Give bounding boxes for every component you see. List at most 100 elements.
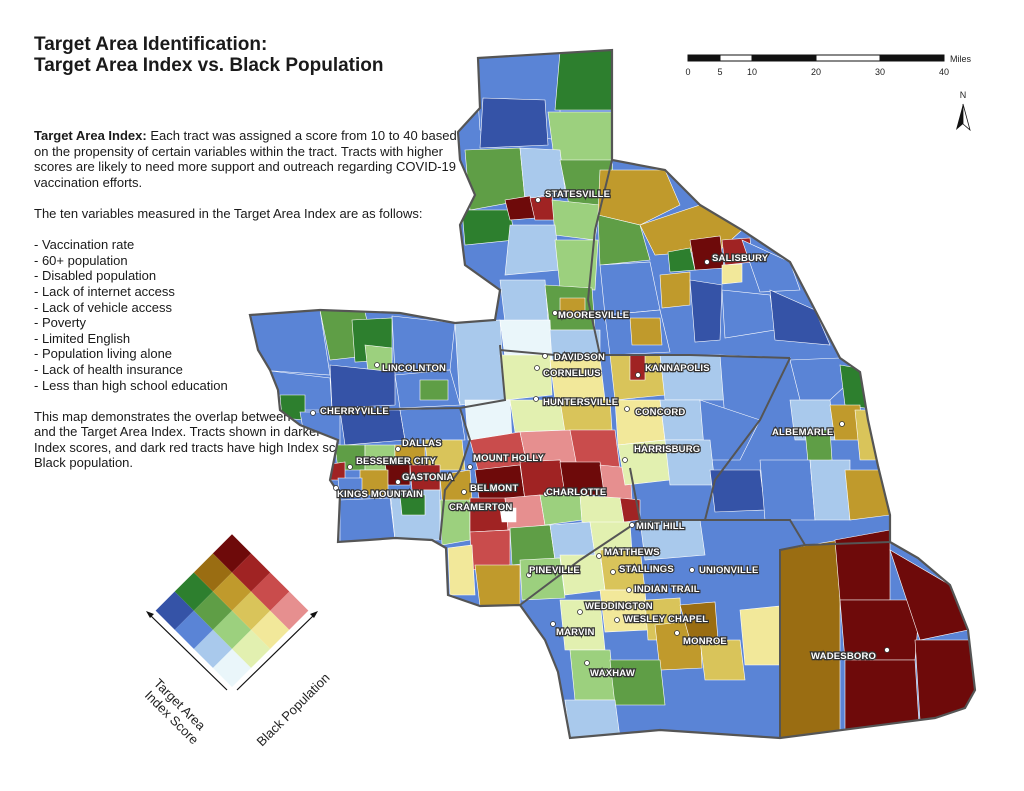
- scale-segment: [880, 55, 944, 61]
- scale-tick-label: 20: [811, 67, 821, 77]
- scale-tick-label: 0: [685, 67, 690, 77]
- description-panel: Target Area Index: Each tract was assign…: [34, 128, 464, 487]
- tract: [504, 224, 561, 276]
- variable-item: - 60+ population: [34, 252, 128, 268]
- city-marker: [614, 617, 620, 623]
- tract: [551, 199, 601, 241]
- city-marker: [542, 353, 548, 359]
- tract: [474, 564, 521, 607]
- variable-item: - Disabled population: [34, 268, 157, 284]
- city-label-gastonia: GASTONIA: [402, 472, 454, 483]
- tract: [519, 557, 566, 601]
- tract: [554, 50, 613, 111]
- city-marker: [552, 310, 558, 316]
- variables-list: - Vaccination rate - 60+ population - Di…: [34, 237, 464, 393]
- tract: [329, 364, 396, 409]
- tract: [424, 439, 466, 471]
- index-definition: Target Area Index: Each tract was assign…: [34, 128, 464, 190]
- tract: [809, 459, 851, 521]
- city-marker: [461, 489, 467, 495]
- city-marker: [577, 609, 583, 615]
- city-label-concord: CONCORD: [635, 407, 685, 418]
- city-marker: [674, 630, 680, 636]
- tract: [844, 469, 891, 521]
- city-marker: [635, 372, 641, 378]
- city-marker: [629, 522, 635, 528]
- city-label-huntersville: HUNTERSVILLE: [543, 397, 618, 408]
- city-label-monroe: MONROE: [683, 636, 727, 647]
- city-label-kannapolis: KANNAPOLIS: [645, 363, 710, 374]
- scale-tick-label: 5: [717, 67, 722, 77]
- tract: [844, 659, 921, 738]
- city-marker: [533, 396, 539, 402]
- variable-item: - Less than high school education: [34, 377, 228, 393]
- tract: [741, 239, 801, 293]
- city-marker: [500, 502, 506, 508]
- city-marker: [543, 491, 549, 497]
- city-label-statesville: STATESVILLE: [545, 189, 610, 200]
- tract: [559, 297, 586, 319]
- north-arrow-icon: N: [956, 90, 971, 132]
- city-label-salisbury: SALISBURY: [712, 253, 769, 264]
- city-label-albemarle: ALBEMARLE: [772, 427, 833, 438]
- city-marker: [535, 197, 541, 203]
- tract: [499, 279, 549, 323]
- tract: [324, 461, 346, 481]
- city-marker: [884, 647, 890, 653]
- variable-item: - Lack of health insurance: [34, 361, 183, 377]
- tract: [689, 279, 723, 343]
- scale-tick-label: 40: [939, 67, 949, 77]
- scale-tick-label: 30: [875, 67, 885, 77]
- tract: [769, 289, 831, 346]
- city-label-wesley-chapel: WESLEY CHAPEL: [624, 614, 708, 625]
- city-label-matthews: MATTHEWS: [604, 547, 660, 558]
- city-label-cramerton: CRAMERTON: [449, 502, 512, 513]
- scale-bar: Miles 0 5 10 20 30 40: [685, 54, 971, 77]
- city-label-marvin: MARVIN: [556, 627, 595, 638]
- city-marker: [596, 553, 602, 559]
- city-label-charlotte: CHARLOTTE: [546, 487, 606, 498]
- county-borders: [329, 159, 891, 738]
- map-title-line-1: Target Area Identification:: [34, 34, 268, 55]
- city-label-bessemer-city: BESSEMER CITY: [356, 456, 437, 467]
- city-label-cherryville: CHERRYVILLE: [320, 406, 389, 417]
- city-label-harrisburg: HARRISBURG: [634, 444, 700, 455]
- bivariate-legend: Target Area Index Score Black Population: [142, 534, 333, 749]
- tract: [721, 289, 776, 339]
- tract: [554, 239, 599, 291]
- city-label-indian-trail: INDIAN TRAIL: [634, 584, 700, 595]
- variable-item: - Lack of vehicle access: [34, 299, 173, 315]
- city-label-belmont: BELMONT: [470, 483, 518, 494]
- legend-x-axis: [236, 614, 315, 691]
- tract: [597, 169, 681, 226]
- city-marker: [584, 660, 590, 666]
- legend-x-label: Black Population: [254, 670, 333, 749]
- city-label-waxhaw: WAXHAW: [590, 668, 635, 679]
- tract: [854, 409, 886, 461]
- city-label-mooresville: MOORESVILLE: [558, 310, 629, 321]
- legend-cell: [193, 591, 232, 630]
- variable-item: - Limited English: [34, 330, 131, 346]
- variable-item: - Vaccination rate: [34, 237, 135, 253]
- city-label-unionville: UNIONVILLE: [699, 565, 759, 576]
- index-definition-lead: Target Area Index:: [34, 128, 147, 143]
- tract: [667, 247, 696, 273]
- tract: [914, 639, 975, 721]
- region-outline: [248, 48, 977, 740]
- tract: [597, 214, 651, 266]
- tract: [419, 379, 449, 401]
- legend-cell: [212, 648, 252, 687]
- tract: [659, 354, 726, 401]
- city-marker: [526, 572, 532, 578]
- tract: [339, 497, 396, 543]
- legend-cell: [232, 591, 271, 630]
- scale-tick-label: 10: [747, 67, 757, 77]
- city-marker: [333, 485, 339, 491]
- legend-cell: [155, 591, 194, 630]
- city-label-davidson: DAVIDSON: [554, 352, 605, 363]
- tract: [579, 494, 626, 526]
- variable-item: - Population living alone: [34, 346, 173, 362]
- city-marker: [839, 421, 845, 427]
- city-marker: [534, 365, 540, 371]
- tract: [454, 319, 506, 406]
